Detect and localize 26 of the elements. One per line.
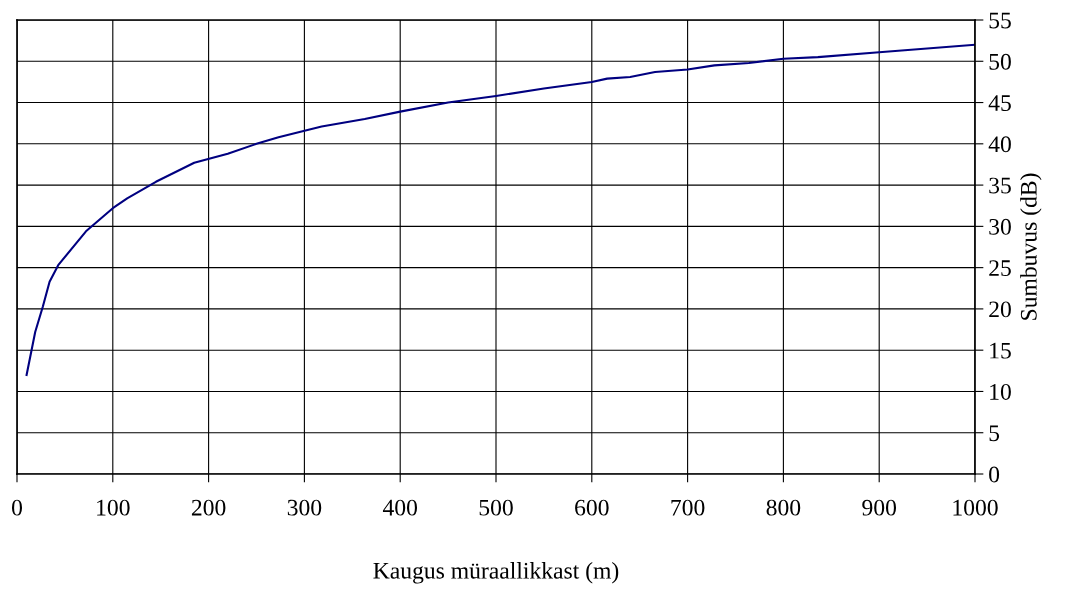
- x-tick-label: 300: [287, 499, 322, 516]
- x-tick-label: 800: [766, 499, 801, 516]
- x-tick-label: 900: [862, 499, 897, 516]
- x-tick-label: 500: [479, 499, 513, 516]
- y-tick-label: 40: [988, 136, 1011, 153]
- x-tick-label: 600: [575, 499, 609, 516]
- x-tick-label: 200: [191, 499, 226, 516]
- y-tick-label: 10: [990, 383, 1011, 400]
- y-tick-label: 30: [989, 218, 1011, 235]
- x-axis-title: Kaugus müraallikkast (m): [373, 562, 619, 584]
- y-axis-title: Sumbuvus (dB): [1020, 173, 1042, 320]
- y-tick-label: 15: [990, 342, 1011, 359]
- x-tick-label: 100: [97, 499, 130, 516]
- x-tick-label: 1000: [953, 499, 998, 516]
- y-tick-label: 50: [989, 53, 1011, 70]
- y-tick-label: 5: [989, 425, 1000, 442]
- y-tick-label: 20: [989, 301, 1011, 318]
- line-series: [25, 43, 975, 376]
- y-tick-label: 25: [989, 260, 1011, 277]
- y-tick-label: 55: [989, 12, 1011, 29]
- x-tick-label: 0: [12, 499, 22, 516]
- x-tick-label: 400: [382, 499, 418, 516]
- y-tick-label: 0: [989, 466, 1000, 483]
- y-tick-label: 35: [989, 177, 1011, 194]
- x-tick-label: 700: [671, 499, 705, 516]
- y-tick-label: 45: [988, 95, 1011, 111]
